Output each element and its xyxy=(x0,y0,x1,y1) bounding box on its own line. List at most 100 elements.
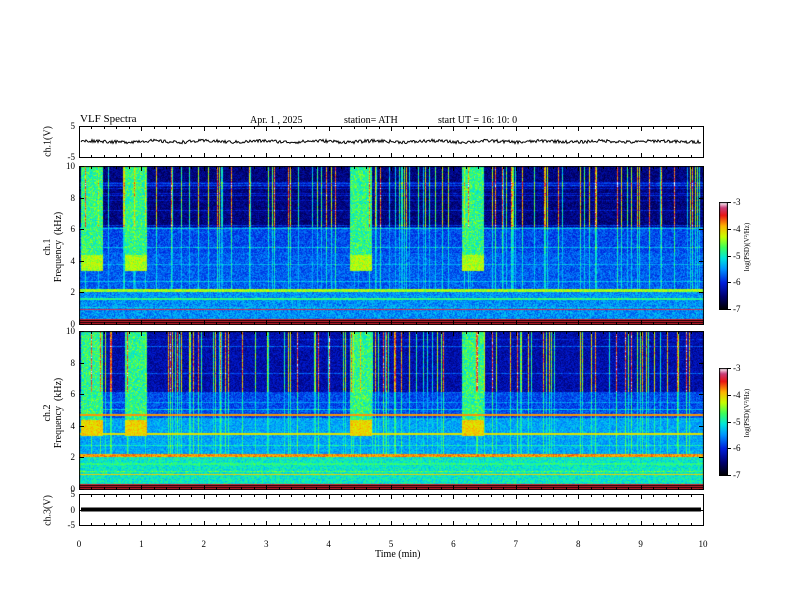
ch1-waveform-xtick-bottom xyxy=(703,153,704,158)
ch2-spectrogram-xminor xyxy=(665,331,667,334)
ch1-spectrogram-colorbar-tick xyxy=(728,255,731,257)
ch3-waveform-xminor-bottom xyxy=(153,523,155,526)
ch3-waveform-xtick xyxy=(141,494,143,499)
ch2-spectrogram-xminor-bottom xyxy=(428,487,430,490)
ch2-spectrogram-xminor xyxy=(278,331,280,334)
ch3-waveform-xminor xyxy=(465,494,467,497)
ch3-waveform-xminor xyxy=(528,494,530,497)
ch1-waveform-xminor-bottom xyxy=(103,155,105,158)
ch2-spectrogram-xminor-bottom xyxy=(228,487,230,490)
ch1-spectrogram-xminor-bottom xyxy=(366,322,368,325)
ch2-spectrogram-ytick-right xyxy=(699,457,704,459)
ch2-spectrogram-xminor xyxy=(503,331,505,334)
ch3-waveform-xminor xyxy=(603,494,605,497)
ch3-waveform-xminor xyxy=(116,494,118,497)
ch1-waveform-xminor-bottom xyxy=(216,155,218,158)
ch2-spectrogram-xminor-bottom xyxy=(178,487,180,490)
ch1-waveform-xminor-bottom xyxy=(366,155,368,158)
ch3-waveform-ytick xyxy=(79,509,84,511)
ch2-spectrogram-xminor-bottom xyxy=(490,487,492,490)
ch3-waveform-xminor-bottom xyxy=(316,523,318,526)
ch1-waveform-xminor-bottom xyxy=(378,155,380,158)
ch2-spectrogram-xminor xyxy=(540,331,542,334)
ch1-waveform-xminor-bottom xyxy=(116,155,118,158)
ch2-spectrogram-xminor-bottom xyxy=(603,487,605,490)
ch3-waveform-xtick-bottom xyxy=(453,521,455,526)
ch2-spectrogram-xtick-bottom xyxy=(515,485,517,490)
ch2-spectrogram-xminor-bottom xyxy=(191,487,193,490)
ch3-waveform-xtick xyxy=(640,494,642,499)
ch2-spectrogram-ytick xyxy=(79,425,84,427)
ch1-spectrogram-xtick xyxy=(391,166,392,171)
ch1-spectrogram-xminor xyxy=(128,166,130,169)
ch2-spectrogram-xminor xyxy=(303,331,305,334)
ch1-spectrogram-colorbar-tick-label: -4 xyxy=(733,223,741,234)
ch2-spectrogram-xminor xyxy=(153,331,155,334)
ch2-spectrogram-xminor xyxy=(378,331,380,334)
ch2-spectrogram-xminor xyxy=(366,331,368,334)
ch2-spectrogram-ytick-label: 4 xyxy=(70,420,76,431)
ch3-waveform-ytick-label: 5 xyxy=(70,489,76,499)
ch2-spectrogram-xminor-bottom xyxy=(503,487,505,490)
ch2-spectrogram-ytick-right xyxy=(699,489,704,490)
ch1-spectrogram-xminor xyxy=(653,166,655,169)
ch1-spectrogram-ytick-right xyxy=(699,324,704,325)
ch2-spectrogram-ytick xyxy=(79,489,84,490)
ch2-spectrogram-xminor-bottom xyxy=(540,487,542,490)
ch3-waveform-xminor xyxy=(366,494,368,497)
ch2-spectrogram-ytick-label: 6 xyxy=(70,389,76,400)
ch2-spectrogram-xtick xyxy=(515,331,517,336)
ch1-spectrogram-xminor xyxy=(241,166,243,169)
ch2-spectrogram-xtick xyxy=(266,331,268,336)
ch3-waveform-xminor-bottom xyxy=(191,523,193,526)
ch3-waveform-xminor xyxy=(690,494,692,497)
station-label: station= ATH xyxy=(344,115,398,126)
ch2-spectrogram-xtick-bottom xyxy=(391,485,392,490)
ch2-spectrogram-ytick-label: 2 xyxy=(70,452,76,463)
ch1-waveform-xminor-bottom xyxy=(278,155,280,158)
ch2-spectrogram-xminor-bottom xyxy=(353,487,355,490)
ch2-spectrogram-xminor-bottom xyxy=(253,487,255,490)
x-tick-label: 1 xyxy=(139,539,144,549)
ch2-spectrogram-xminor xyxy=(178,331,180,334)
ch3-waveform-xminor-bottom xyxy=(228,523,230,526)
ch1-spectrogram-ytick-label: 6 xyxy=(70,224,76,235)
ch1-waveform-xminor xyxy=(590,126,592,129)
ch3-waveform-xminor-bottom xyxy=(553,523,555,526)
ch3-waveform-xminor-bottom xyxy=(353,523,355,526)
ch2-spectrogram-colorbar-tick-label: -3 xyxy=(733,363,741,373)
ch2-spectrogram-xminor xyxy=(291,331,293,334)
ch2-spectrogram-xminor xyxy=(116,331,118,334)
ch1-waveform-xminor xyxy=(628,126,630,129)
ch1-waveform-xtick xyxy=(328,126,330,131)
ch2-spectrogram-xminor xyxy=(403,331,405,334)
ch2-spectrogram-xminor-bottom xyxy=(403,487,405,490)
ch1-spectrogram-xminor xyxy=(628,166,630,169)
ch2-spectrogram-xminor xyxy=(128,331,130,334)
ch1-spectrogram-xminor-bottom xyxy=(303,322,305,325)
ch2-spectrogram-xminor-bottom xyxy=(128,487,130,490)
ch1-waveform-xminor xyxy=(216,126,218,129)
ch3-waveform-xminor-bottom xyxy=(653,523,655,526)
ch1-spectrogram-xminor xyxy=(316,166,318,169)
ch3-waveform-xminor xyxy=(653,494,655,497)
ch1-waveform-xminor xyxy=(553,126,555,129)
ch2-spectrogram-xminor xyxy=(103,331,105,334)
ch1-spectrogram-colorbar-tick xyxy=(728,228,731,230)
ch1-waveform-xminor-bottom xyxy=(303,155,305,158)
ch3-waveform-xminor xyxy=(678,494,680,497)
ch1-spectrogram-xminor-bottom xyxy=(403,322,405,325)
ch1-spectrogram-xminor xyxy=(91,166,93,169)
ch1-spectrogram-xtick-bottom xyxy=(391,320,392,325)
ch2-spectrogram-ytick xyxy=(79,331,84,332)
ch1-waveform-xminor-bottom xyxy=(478,155,480,158)
ch2-spectrogram-xminor xyxy=(690,331,692,334)
ch2-spectrogram-xminor-bottom xyxy=(615,487,617,490)
ch3-waveform-xminor xyxy=(415,494,417,497)
ch1-waveform-xminor-bottom xyxy=(603,155,605,158)
ch1-waveform-xminor xyxy=(316,126,318,129)
ch3-waveform-xminor xyxy=(590,494,592,497)
ch1-spectrogram-ytick-right xyxy=(699,260,704,262)
ch2-spectrogram-xminor-bottom xyxy=(303,487,305,490)
